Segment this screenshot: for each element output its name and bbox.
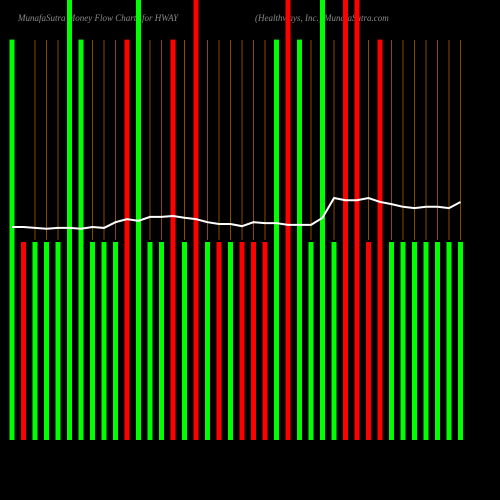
bar bbox=[216, 242, 222, 440]
bar bbox=[446, 242, 452, 440]
bar bbox=[435, 242, 440, 440]
bar bbox=[78, 39, 84, 440]
chart-title: MunafaSutra Money Flow Charts for HWAY bbox=[17, 13, 179, 23]
bar bbox=[389, 242, 394, 440]
bar bbox=[308, 242, 314, 440]
bar bbox=[343, 0, 348, 440]
bar bbox=[44, 242, 49, 440]
bar bbox=[285, 0, 291, 440]
bar bbox=[377, 39, 383, 440]
bar bbox=[354, 0, 360, 440]
bar bbox=[147, 242, 153, 440]
bar bbox=[205, 242, 210, 440]
bar bbox=[159, 242, 164, 440]
bar bbox=[32, 242, 38, 440]
bar bbox=[124, 39, 130, 440]
bar bbox=[55, 242, 61, 440]
bar bbox=[90, 242, 95, 440]
bar bbox=[113, 242, 118, 440]
bar bbox=[331, 242, 337, 440]
money-flow-line bbox=[12, 196, 461, 230]
bar bbox=[21, 242, 26, 440]
bar bbox=[251, 242, 256, 440]
bar bbox=[412, 242, 417, 440]
bar bbox=[170, 39, 176, 440]
bar bbox=[297, 39, 302, 440]
bar bbox=[320, 0, 325, 440]
bar bbox=[67, 0, 72, 440]
bar bbox=[366, 242, 371, 440]
bar bbox=[101, 242, 107, 440]
bar bbox=[9, 39, 15, 440]
bar bbox=[228, 242, 233, 440]
bar bbox=[423, 242, 429, 440]
bar bbox=[458, 242, 463, 440]
bar bbox=[400, 242, 406, 440]
bar bbox=[274, 39, 279, 440]
bar bbox=[262, 242, 268, 440]
bar bbox=[239, 242, 245, 440]
bar bbox=[182, 242, 187, 440]
